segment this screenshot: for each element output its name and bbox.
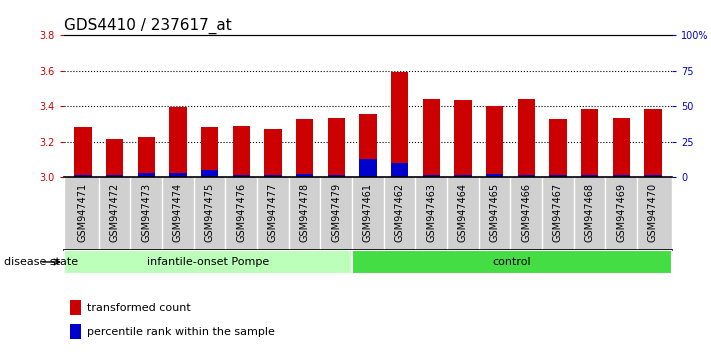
Text: infantile-onset Pompe: infantile-onset Pompe (147, 257, 269, 267)
Text: GSM947477: GSM947477 (268, 183, 278, 242)
Bar (264, 129, 282, 177)
Text: GSM947470: GSM947470 (648, 183, 658, 242)
Bar (549, 175, 567, 177)
Bar (201, 126, 218, 177)
Bar (232, 126, 250, 177)
Bar (359, 159, 377, 177)
Bar (352, 250, 672, 274)
Text: GSM947471: GSM947471 (78, 183, 88, 242)
Bar (391, 72, 408, 177)
Text: GSM947465: GSM947465 (490, 183, 500, 242)
Bar (74, 126, 92, 177)
Bar (644, 109, 662, 177)
Bar (296, 119, 314, 177)
Text: GSM947472: GSM947472 (109, 183, 119, 242)
Bar (169, 107, 187, 177)
Text: GSM947464: GSM947464 (458, 183, 468, 242)
Bar (613, 118, 630, 177)
Bar (454, 100, 471, 177)
Bar (454, 175, 471, 177)
Bar (64, 250, 352, 274)
Bar (138, 137, 155, 177)
Bar (422, 175, 440, 177)
Bar (296, 174, 314, 177)
Bar (549, 119, 567, 177)
Bar (201, 170, 218, 177)
Text: GSM947466: GSM947466 (521, 183, 531, 242)
Bar (613, 175, 630, 177)
Bar (70, 324, 81, 339)
Bar (232, 175, 250, 177)
Bar (518, 175, 535, 177)
Bar (581, 109, 598, 177)
Bar (70, 300, 81, 315)
Bar (138, 173, 155, 177)
Text: GSM947476: GSM947476 (236, 183, 246, 242)
Text: control: control (493, 257, 531, 267)
Text: transformed count: transformed count (87, 303, 191, 313)
Text: GDS4410 / 237617_at: GDS4410 / 237617_at (64, 18, 232, 34)
Text: GSM947469: GSM947469 (616, 183, 626, 242)
Bar (106, 175, 123, 177)
Text: GSM947478: GSM947478 (299, 183, 309, 242)
Text: GSM947462: GSM947462 (395, 183, 405, 242)
Text: GSM947475: GSM947475 (205, 183, 215, 242)
Bar (169, 173, 187, 177)
Bar (518, 99, 535, 177)
Text: disease state: disease state (4, 257, 77, 267)
Bar (422, 99, 440, 177)
Bar (581, 175, 598, 177)
Bar (106, 139, 123, 177)
Bar (486, 174, 503, 177)
Bar (328, 175, 345, 177)
Bar (359, 114, 377, 177)
Text: GSM947461: GSM947461 (363, 183, 373, 242)
Bar (644, 175, 662, 177)
Text: GSM947473: GSM947473 (141, 183, 151, 242)
Bar (391, 163, 408, 177)
Text: percentile rank within the sample: percentile rank within the sample (87, 326, 275, 337)
Bar (264, 175, 282, 177)
Text: GSM947463: GSM947463 (427, 183, 437, 242)
Bar (74, 175, 92, 177)
Text: GSM947479: GSM947479 (331, 183, 341, 242)
Text: GSM947474: GSM947474 (173, 183, 183, 242)
Text: GSM947468: GSM947468 (584, 183, 594, 242)
Bar (486, 106, 503, 177)
Bar (328, 118, 345, 177)
Text: GSM947467: GSM947467 (553, 183, 563, 242)
